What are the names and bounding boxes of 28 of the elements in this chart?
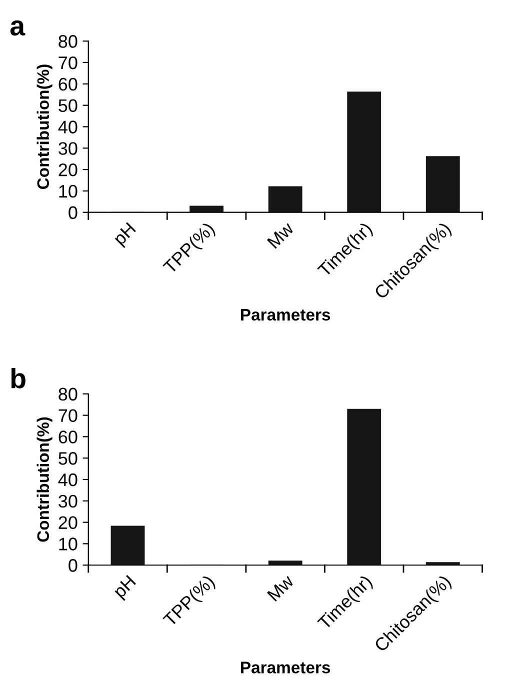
chart-title: a xyxy=(10,20,26,36)
y-tick-label: 60 xyxy=(58,78,78,91)
y-tick-label: 70 xyxy=(58,56,78,70)
y-tick-label: 70 xyxy=(58,409,78,422)
x-tick-label: Mw xyxy=(266,221,295,249)
y-tick-label: 80 xyxy=(58,35,78,48)
y-axis-title: Contribution(%) xyxy=(36,417,52,542)
y-tick-label: 80 xyxy=(58,388,78,401)
y-axis-title: Contribution(%) xyxy=(36,64,52,189)
y-tick-label: 50 xyxy=(58,99,78,112)
y-tick-label: 10 xyxy=(59,538,78,550)
x-tick-label: Mw xyxy=(266,574,295,602)
y-tick-label: 60 xyxy=(58,430,78,444)
y-tick-label: 10 xyxy=(59,184,78,198)
chart-title: b xyxy=(11,368,26,388)
x-axis-title: Parameters xyxy=(241,662,330,674)
x-axis-title: Parameters xyxy=(241,308,330,321)
y-tick-label: 0 xyxy=(68,206,78,220)
y-tick-label: 0 xyxy=(68,559,78,572)
y-tick-label: 20 xyxy=(58,163,78,176)
y-tick-label: 40 xyxy=(58,120,78,134)
y-tick-label: 30 xyxy=(58,494,78,508)
y-tick-label: 40 xyxy=(58,473,78,486)
y-tick-label: 50 xyxy=(58,452,78,465)
y-tick-label: 20 xyxy=(58,516,78,530)
y-tick-label: 30 xyxy=(58,142,78,155)
x-tick-label: pH xyxy=(112,574,139,601)
x-tick-label: pH xyxy=(112,222,139,248)
